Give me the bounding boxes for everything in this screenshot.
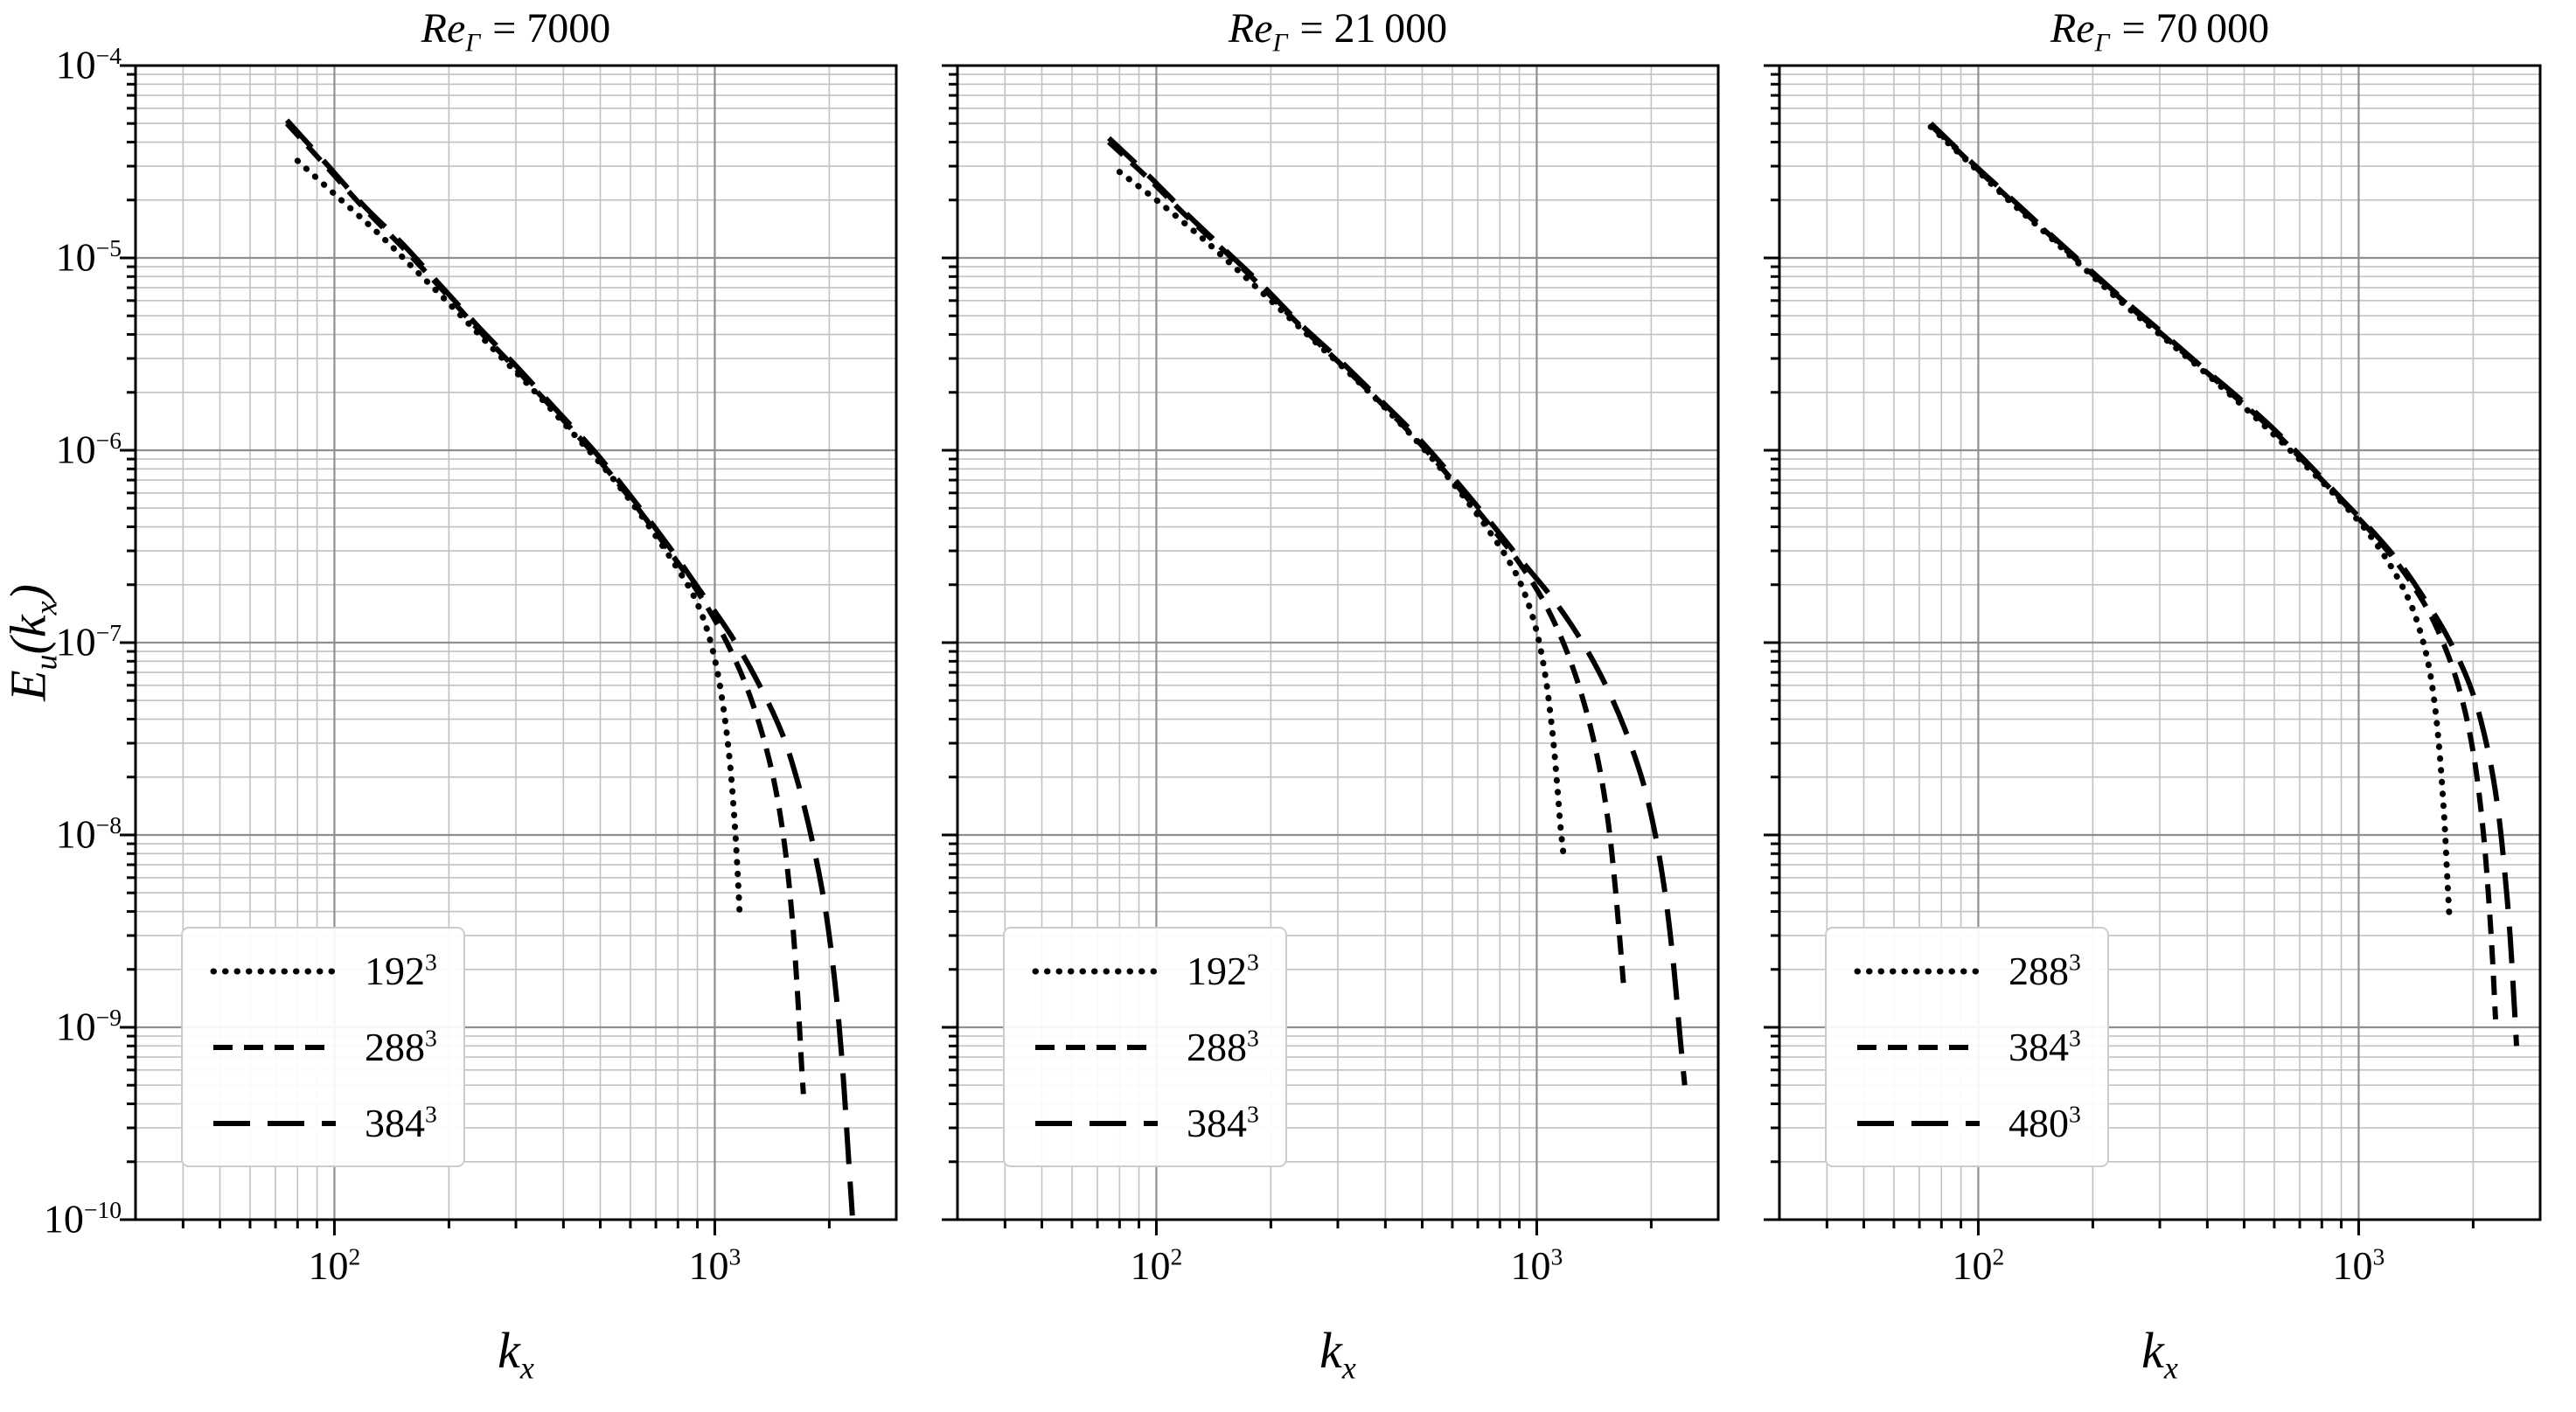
series-curve-384^3 [284, 118, 855, 1216]
legend-line-sample [1857, 1120, 1980, 1126]
legend: 2883 3843 4803 [1825, 927, 2109, 1167]
legend-entry: 2883 [209, 1024, 437, 1070]
panel-title: ReΓ = 70 000 [2050, 5, 2270, 58]
legend-line-sample [210, 968, 339, 974]
series-curve-288^3 [1107, 140, 1626, 984]
legend-label: 4803 [2009, 1100, 2081, 1145]
legend-line-sample [1857, 1044, 1980, 1050]
series-curve-192^3 [1116, 169, 1567, 857]
y-tick-label: 10−6 [55, 427, 122, 472]
y-tick-label: 10−7 [55, 619, 122, 664]
y-tick-label: 10−5 [55, 234, 122, 280]
legend-label: 2883 [365, 1024, 437, 1069]
tick-marks [942, 64, 1653, 1235]
x-tick-label: 103 [1510, 1242, 1563, 1288]
x-tick-label: 103 [688, 1242, 741, 1288]
major-grid [1779, 64, 2540, 1221]
legend-entry: 4803 [1853, 1100, 2081, 1146]
legend-line-sample [1035, 1044, 1158, 1050]
legend-entry: 1923 [209, 948, 437, 994]
legend: 1923 2883 3843 [181, 927, 465, 1167]
legend-label: 1923 [365, 948, 437, 993]
tick-marks [1764, 64, 2475, 1235]
legend-entry: 3843 [1031, 1100, 1259, 1146]
x-tick-label: 102 [1952, 1242, 2005, 1288]
plot-area [120, 64, 898, 1235]
y-tick-label: 10−10 [43, 1196, 122, 1242]
series-curve-192^3 [294, 157, 743, 924]
y-tick-label: 10−8 [55, 811, 122, 857]
series-curve-384^3 [1929, 123, 2498, 1020]
legend-label: 3843 [2009, 1024, 2081, 1069]
legend-line-sample [213, 1044, 336, 1050]
legend-label: 3843 [1187, 1100, 1259, 1145]
x-tick-label: 102 [308, 1242, 361, 1288]
legend-entry: 2883 [1031, 1024, 1259, 1070]
legend-entry: 3843 [1853, 1024, 2081, 1070]
x-axis-label: kx [2141, 1322, 2178, 1386]
panel-title: ReΓ = 21 000 [1228, 5, 1448, 58]
legend-line-sample [1854, 968, 1983, 974]
y-tick-label: 10−9 [55, 1004, 122, 1049]
legend-entry: 2883 [1853, 948, 2081, 994]
x-tick-label: 103 [2332, 1242, 2385, 1288]
series-curve-288^3 [1927, 123, 2453, 926]
legend-line-sample [1032, 968, 1161, 974]
legend-label: 2883 [1187, 1024, 1259, 1069]
panel-1: ReΓ = 7000 kx 102 103 10−4 10−5 10−6 10−7 10−8 1… [44, 5, 898, 1386]
legend-label: 1923 [1187, 948, 1259, 993]
legend-line-sample [213, 1120, 336, 1126]
series-curve-480^3 [1929, 122, 2519, 1047]
legend: 1923 2883 3843 [1003, 927, 1287, 1167]
legend-entry: 1923 [1031, 948, 1259, 994]
legend-label: 3843 [365, 1100, 437, 1145]
legend-line-sample [1035, 1120, 1158, 1126]
series-curve-384^3 [1107, 136, 1688, 1086]
panel-2: ReΓ = 21 000 kx 102 103 1923 2883 3843 [942, 5, 1720, 1386]
legend-entry: 3843 [209, 1100, 437, 1146]
y-tick-label: 10−4 [55, 42, 122, 87]
x-axis-label: kx [498, 1322, 534, 1386]
tick-marks [120, 64, 831, 1235]
x-tick-label: 102 [1130, 1242, 1183, 1288]
x-axis-label: kx [1319, 1322, 1356, 1386]
panel-3: ReΓ = 70 000 kx 102 103 2883 3843 4803 [1764, 5, 2542, 1386]
legend-label: 2883 [2009, 948, 2081, 993]
panel-title: ReΓ = 7000 [421, 5, 611, 58]
